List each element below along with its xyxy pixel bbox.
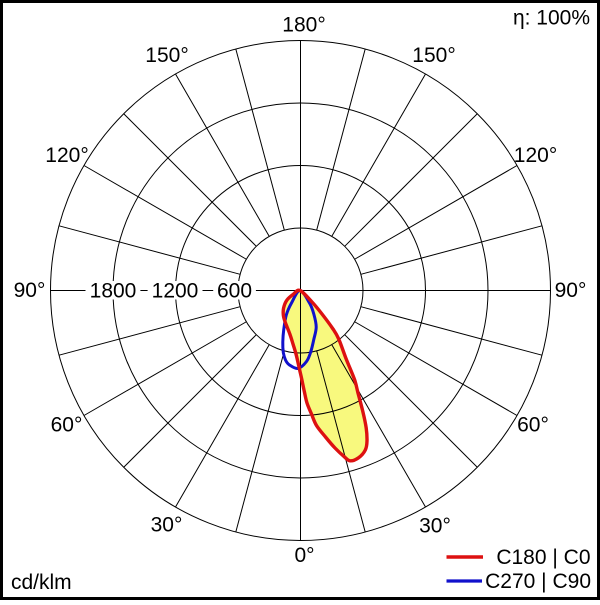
svg-text:90°: 90° bbox=[555, 279, 587, 302]
svg-text:60°: 60° bbox=[517, 414, 549, 437]
svg-text:0°: 0° bbox=[294, 544, 314, 567]
svg-text:120°: 120° bbox=[45, 144, 88, 167]
svg-text:η: 100%: η: 100% bbox=[513, 7, 590, 30]
svg-text:150°: 150° bbox=[412, 44, 455, 67]
svg-text:cd/klm: cd/klm bbox=[11, 571, 72, 594]
svg-text:150°: 150° bbox=[145, 44, 188, 67]
svg-text:C180 | C0: C180 | C0 bbox=[496, 546, 590, 569]
svg-text:30°: 30° bbox=[419, 515, 451, 538]
svg-text:C270 | C90: C270 | C90 bbox=[485, 570, 591, 593]
svg-text:1200: 1200 bbox=[152, 280, 199, 303]
svg-text:90°: 90° bbox=[14, 279, 46, 302]
svg-text:30°: 30° bbox=[151, 514, 183, 537]
svg-text:1800: 1800 bbox=[90, 280, 137, 303]
svg-text:60°: 60° bbox=[51, 414, 83, 437]
svg-text:600: 600 bbox=[217, 280, 252, 303]
svg-text:120°: 120° bbox=[514, 144, 557, 167]
svg-text:180°: 180° bbox=[282, 14, 325, 37]
